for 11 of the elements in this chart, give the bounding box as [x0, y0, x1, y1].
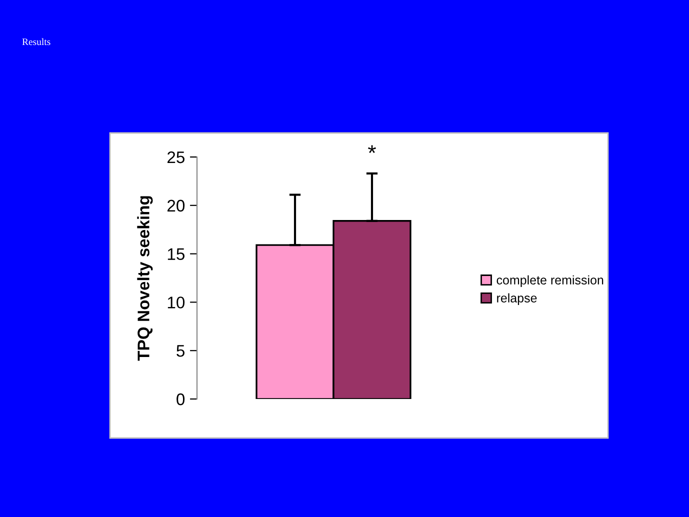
y-axis-title: TPQ Novelty seeking	[137, 196, 153, 361]
legend-label: complete remission	[496, 275, 604, 287]
legend-label: relapse	[497, 293, 537, 305]
annotation: *	[368, 145, 376, 154]
y-tick-label: 5	[176, 345, 184, 357]
y-tick-label: 15	[168, 248, 184, 260]
y-tick-label: 0	[176, 393, 185, 406]
text: Results	[22, 38, 50, 46]
y-tick-label: 20	[167, 200, 185, 212]
y-tick-label: 25	[167, 151, 184, 164]
y-tick-label: 10	[168, 296, 185, 308]
